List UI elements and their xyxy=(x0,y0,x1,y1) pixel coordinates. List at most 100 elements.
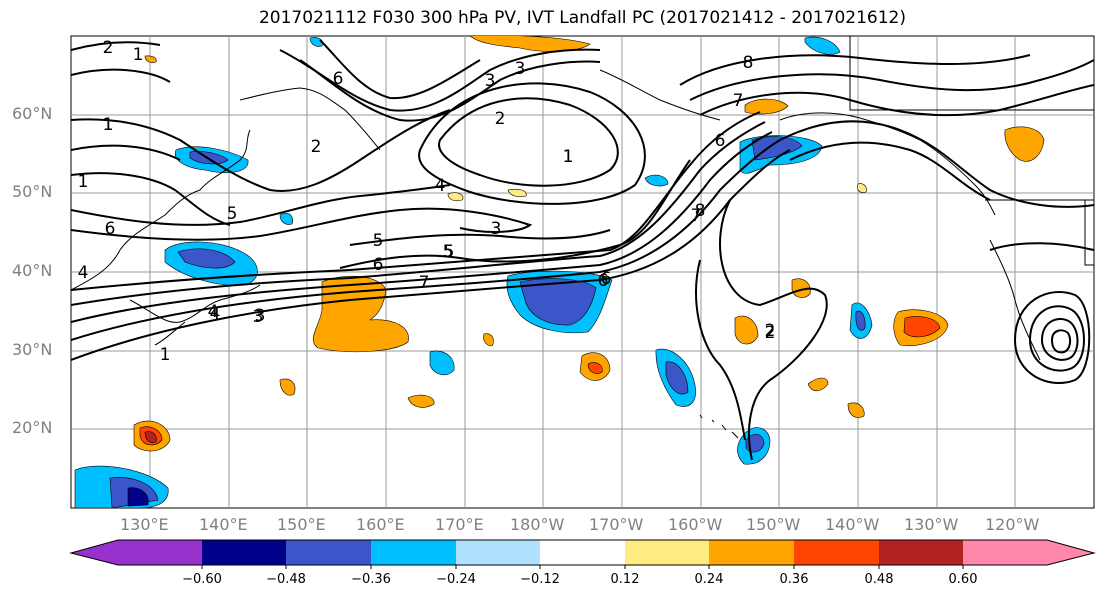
colorbar-segment xyxy=(286,540,371,565)
lon-label: 140°W xyxy=(825,515,880,534)
colorbar-tick: 0.24 xyxy=(694,572,724,587)
anomaly-blob xyxy=(665,361,689,395)
anomaly-blob xyxy=(847,402,865,418)
colorbar-tick: −0.60 xyxy=(182,572,222,587)
contour-label: 1 xyxy=(78,172,89,192)
anomaly-blob xyxy=(857,183,867,193)
colorbar-tick: 0.36 xyxy=(779,572,809,587)
contour-label: 2 xyxy=(103,38,114,58)
pv-contours xyxy=(71,39,1094,461)
anomaly-blob xyxy=(507,188,527,198)
colorbar-tick: −0.48 xyxy=(266,572,306,587)
anomaly-blob xyxy=(309,37,323,47)
colorbar-segment xyxy=(202,540,286,565)
colorbar-tick: −0.12 xyxy=(520,572,560,587)
coastlines xyxy=(71,36,1094,439)
contour-label: 7 xyxy=(419,273,430,293)
anomaly-blob xyxy=(587,362,603,374)
anomaly-blob xyxy=(855,310,866,331)
colorbar-outline xyxy=(69,539,1096,566)
contour-label: 2 xyxy=(765,321,776,341)
contour-label: 6 xyxy=(105,219,116,239)
anomaly-blob xyxy=(177,248,236,269)
anomaly-blob xyxy=(804,36,841,55)
lon-label: 150°W xyxy=(746,515,801,534)
lon-label: 120°W xyxy=(985,515,1040,534)
contour-label: 1 xyxy=(563,147,574,167)
contour-label: 4 xyxy=(208,302,219,322)
contour-label: 6 xyxy=(333,69,344,89)
contour-label: 2 xyxy=(765,323,776,343)
contour-label: 6 xyxy=(601,269,612,289)
contour-label: 2 xyxy=(311,137,322,157)
map-title: 2017021112 F030 300 hPa PV, IVT Landfall… xyxy=(258,8,906,28)
colorbar-segment xyxy=(371,540,456,565)
anomaly-blob xyxy=(791,278,811,298)
lon-label: 160°E xyxy=(356,515,405,534)
contour-label: 3 xyxy=(515,59,526,79)
anomaly-blob xyxy=(734,315,759,345)
contour-label: 1 xyxy=(133,45,144,65)
colorbar-segment xyxy=(963,540,1094,565)
contour-label: 8 xyxy=(743,53,754,73)
contour-label: 4 xyxy=(435,176,446,196)
lat-label: 60°N xyxy=(12,104,53,123)
lon-label: 170°W xyxy=(589,515,644,534)
contour-label: 5 xyxy=(444,242,455,262)
gridlines xyxy=(71,36,1094,508)
contour-label: 5 xyxy=(227,204,238,224)
anomaly-blob xyxy=(644,174,669,187)
anomaly-blob xyxy=(447,192,464,202)
contour-label: 8 xyxy=(695,201,706,221)
colorbar-tick: 0.60 xyxy=(948,572,978,587)
colorbar-tick: 0.48 xyxy=(864,572,894,587)
contour-label: 5 xyxy=(373,231,384,251)
anomaly-blob xyxy=(519,278,597,326)
anomaly-blob xyxy=(189,151,229,165)
colorbar xyxy=(69,539,1096,569)
anomaly-blob xyxy=(407,394,435,408)
lon-label: 170°E xyxy=(435,515,484,534)
anomaly-blob xyxy=(429,350,455,376)
anomaly-blob xyxy=(144,55,157,63)
lon-label: 180°W xyxy=(510,515,565,534)
lon-label: 140°E xyxy=(199,515,248,534)
colorbar-segment xyxy=(71,540,202,565)
contour-label: 1 xyxy=(563,147,574,167)
colorbar-segment xyxy=(709,540,794,565)
lon-label: 130°W xyxy=(904,515,959,534)
contour-label: 3 xyxy=(485,71,496,91)
lat-label: 50°N xyxy=(12,182,53,201)
contour-label: 1 xyxy=(160,345,171,365)
contour-label: 7 xyxy=(733,91,744,111)
contour-label: 1 xyxy=(103,115,114,135)
contour-label: 3 xyxy=(491,219,502,239)
lat-label: 40°N xyxy=(12,261,53,280)
colorbar-segment xyxy=(625,540,709,565)
colorbar-tick: −0.24 xyxy=(436,572,476,587)
colorbar-segment xyxy=(879,540,963,565)
anomaly-blob xyxy=(127,487,149,507)
colorbar-segment xyxy=(540,540,625,565)
colorbar-segment xyxy=(456,540,540,565)
anomaly-blob xyxy=(144,431,157,443)
contour-label: 7 xyxy=(691,206,702,226)
colorbar-tick: 0.12 xyxy=(610,572,640,587)
lon-label: 160°W xyxy=(668,515,723,534)
anomaly-blob xyxy=(312,275,409,353)
contour-label: 3 xyxy=(255,306,266,326)
contour-label: 3 xyxy=(253,307,264,327)
anomaly-blob xyxy=(1004,126,1045,162)
contour-label: 6 xyxy=(373,255,384,275)
anomaly-blob xyxy=(807,377,829,392)
contour-label: 5 xyxy=(443,242,454,262)
anomaly-blob xyxy=(483,333,494,347)
colorbar-segment xyxy=(794,540,879,565)
lon-label: 150°E xyxy=(277,515,326,534)
colorbar-tick: −0.36 xyxy=(351,572,391,587)
contour-label: 1 xyxy=(103,115,114,135)
contour-label: 6 xyxy=(715,131,726,151)
lon-label: 130°E xyxy=(120,515,169,534)
